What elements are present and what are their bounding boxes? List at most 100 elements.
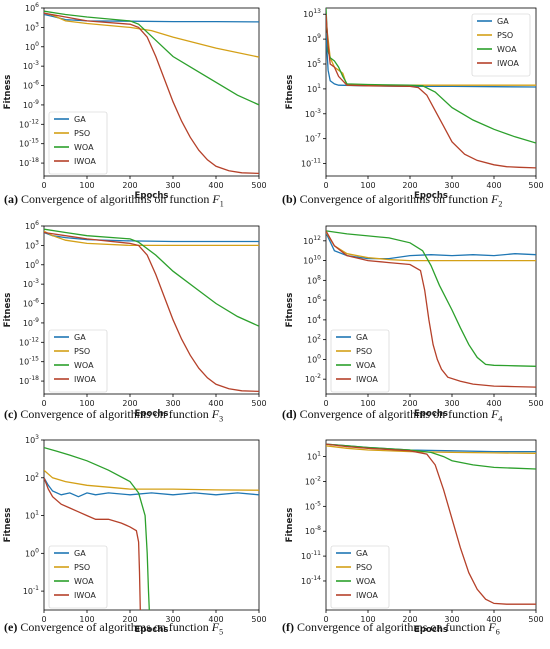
y-tick-label: 10-9 (23, 317, 39, 328)
legend-label-pso: PSO (356, 563, 372, 572)
x-tick-label: 300 (165, 181, 180, 190)
series-line-iwoa (326, 230, 536, 388)
series-line-iwoa (326, 443, 536, 605)
series-line-iwoa (44, 12, 259, 175)
caption-function-index: 1 (219, 199, 224, 209)
x-tick-label: 200 (122, 615, 137, 624)
series-line-pso (44, 12, 259, 58)
y-tick-label: 10-2 (305, 373, 321, 384)
y-tick-label: 1010 (303, 255, 321, 266)
y-axis-label: Fitness (285, 293, 295, 328)
x-tick-label: 500 (251, 399, 266, 408)
legend-label-woa: WOA (74, 143, 94, 152)
y-tick-label: 103 (25, 239, 39, 250)
y-tick-label: 106 (307, 294, 321, 305)
legend-label-pso: PSO (497, 31, 513, 40)
x-tick-label: 200 (402, 181, 417, 190)
x-tick-label: 200 (122, 399, 137, 408)
x-tick-label: 300 (444, 399, 459, 408)
x-tick-label: 500 (528, 615, 543, 624)
legend: GA PSO WOA IWOA (471, 13, 531, 77)
y-tick-label: 108 (307, 274, 321, 285)
y-tick-label: 106 (25, 2, 39, 13)
legend-box (330, 329, 390, 393)
plot-frame (43, 225, 260, 395)
series-line-woa (44, 446, 151, 610)
y-axis-label: Fitness (3, 75, 13, 110)
x-tick-label: 0 (323, 181, 328, 190)
y-tick-label: 10-5 (305, 500, 321, 511)
x-tick-label: 0 (323, 399, 328, 408)
y-axis-label: Fitness (285, 75, 295, 110)
x-tick-label: 200 (122, 181, 137, 190)
x-tick-label: 0 (41, 181, 46, 190)
x-tick-label: 100 (360, 181, 375, 190)
x-tick-label: 100 (79, 181, 94, 190)
series-line-pso (44, 230, 259, 247)
x-tick-label: 200 (402, 399, 417, 408)
x-tick-label: 0 (323, 615, 328, 624)
legend-label-woa: WOA (74, 577, 94, 586)
legend-box (48, 111, 108, 175)
x-tick-label: 400 (486, 615, 501, 624)
caption-letter: (c) (4, 407, 18, 421)
caption-function-index: 5 (219, 627, 224, 637)
legend-label-iwoa: IWOA (497, 59, 519, 68)
legend: GA PSO WOA IWOA (48, 545, 108, 609)
series-line-woa (44, 10, 259, 106)
legend-label-woa: WOA (74, 361, 94, 370)
y-tick-label: 100 (307, 353, 321, 364)
series-line-ga (326, 232, 536, 260)
caption-function-index: 6 (495, 627, 500, 637)
y-tick-label: 10-14 (301, 575, 321, 586)
legend: GA PSO WOA IWOA (330, 545, 390, 609)
caption-F4: (d) Convergence of algorithms on functio… (282, 407, 502, 423)
y-tick-label: 106 (25, 220, 39, 231)
series-line-ga (44, 477, 259, 498)
x-tick-label: 300 (444, 615, 459, 624)
y-tick-label: 105 (307, 58, 321, 69)
y-tick-label: 101 (307, 83, 321, 94)
x-axis-label: Epochs (135, 625, 169, 635)
caption-text: Convergence of algorithms on function (17, 620, 212, 634)
series-line-woa (326, 443, 536, 470)
caption-text: Convergence of algorithms on function (294, 620, 489, 634)
y-tick-label: 10-3 (23, 278, 39, 289)
x-axis-label: Epochs (414, 191, 448, 201)
x-tick-label: 500 (528, 181, 543, 190)
caption-function: F (211, 407, 220, 421)
caption-F2: (b) Convergence of algorithms on functio… (282, 192, 502, 208)
y-tick-label: 100 (25, 41, 39, 52)
y-tick-label: 100 (25, 259, 39, 270)
x-axis-label: Epochs (414, 625, 448, 635)
chart-F2: 0 100 200 300 400 500 1013 109 105 101 10-3 10-7 10-… (285, 7, 544, 201)
caption-function: F (211, 620, 220, 634)
y-tick-label: 10-1 (23, 585, 39, 596)
y-tick-label: 10-7 (305, 133, 321, 144)
x-tick-label: 0 (41, 399, 46, 408)
y-tick-label: 1013 (303, 8, 321, 19)
y-tick-label: 109 (307, 33, 321, 44)
x-tick-label: 0 (41, 615, 46, 624)
legend: GA PSO WOA IWOA (48, 111, 108, 175)
y-tick-label: 103 (25, 434, 39, 445)
legend-label-iwoa: IWOA (74, 157, 96, 166)
series-line-iwoa (326, 14, 536, 169)
caption-function: F (212, 192, 220, 206)
x-tick-label: 300 (444, 181, 459, 190)
y-tick-label: 101 (307, 451, 321, 462)
legend-label-pso: PSO (356, 347, 372, 356)
y-tick-label: 10-3 (305, 108, 321, 119)
y-tick-label: 10-3 (23, 60, 39, 71)
caption-function-index: 4 (498, 414, 503, 424)
plot-frame (325, 439, 537, 611)
y-tick-label: 102 (25, 472, 39, 483)
chart-F3: 0 100 200 300 400 500 106 103 100 10-3 10-6 10-9 10-… (3, 220, 267, 419)
y-tick-label: 102 (307, 334, 321, 345)
legend-box (330, 545, 390, 609)
legend-box (48, 545, 108, 609)
caption-F1: (a) Convergence of algorithms on functio… (4, 192, 224, 208)
legend-label-woa: WOA (356, 361, 376, 370)
caption-letter: (e) (4, 620, 18, 634)
